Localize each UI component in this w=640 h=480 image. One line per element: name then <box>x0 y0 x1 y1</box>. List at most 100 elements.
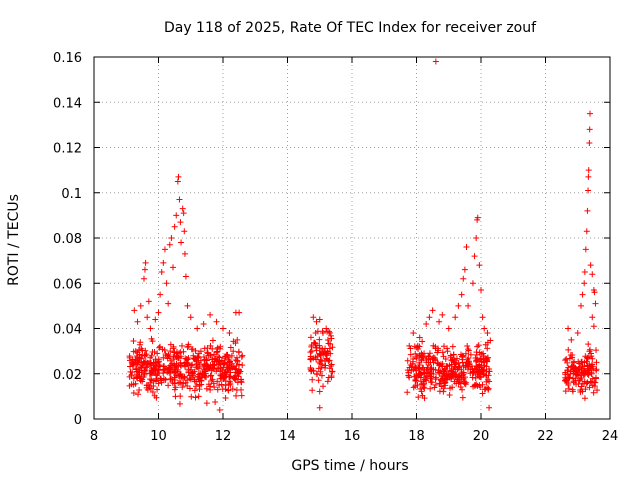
data-point <box>133 374 140 381</box>
data-point <box>472 381 479 388</box>
data-point <box>213 318 220 325</box>
data-point <box>159 346 166 353</box>
data-point <box>464 342 471 349</box>
data-point <box>218 381 225 388</box>
data-point <box>167 348 174 355</box>
data-point <box>209 345 216 352</box>
data-point <box>437 380 444 387</box>
data-points <box>126 58 601 413</box>
data-point <box>232 366 239 373</box>
data-point <box>191 387 198 394</box>
data-point <box>208 377 215 384</box>
data-point <box>479 314 486 321</box>
data-point <box>316 351 323 358</box>
data-point <box>421 385 428 392</box>
data-point <box>577 376 584 383</box>
data-point <box>128 359 135 366</box>
data-point <box>485 386 492 393</box>
data-point <box>585 187 592 194</box>
data-point <box>328 368 335 375</box>
chart-title: Day 118 of 2025, Rate Of TEC Index for r… <box>164 20 537 36</box>
data-point <box>214 378 221 385</box>
data-point <box>207 342 214 349</box>
data-point <box>562 388 569 395</box>
data-point <box>173 212 180 219</box>
data-point <box>574 330 581 337</box>
data-point <box>201 356 208 363</box>
data-point <box>149 388 156 395</box>
data-point <box>214 344 221 351</box>
data-point <box>316 404 323 411</box>
data-point <box>170 264 177 271</box>
data-point <box>582 353 589 360</box>
data-point <box>204 349 211 356</box>
data-point <box>157 363 164 370</box>
data-point <box>449 343 456 350</box>
data-point <box>427 359 434 366</box>
data-point <box>165 364 172 371</box>
data-point <box>440 385 447 392</box>
data-point <box>481 325 488 332</box>
data-point <box>144 314 151 321</box>
data-point <box>232 375 239 382</box>
data-point <box>203 385 210 392</box>
data-point <box>163 280 170 287</box>
data-point <box>562 377 569 384</box>
data-point <box>409 356 416 363</box>
data-point <box>474 343 481 350</box>
data-point <box>439 375 446 382</box>
data-point <box>473 349 480 356</box>
data-point <box>153 377 160 384</box>
data-point <box>130 338 137 345</box>
data-point <box>576 365 583 372</box>
data-point <box>446 367 453 374</box>
data-point <box>176 196 183 203</box>
data-point <box>195 353 202 360</box>
data-point <box>234 357 241 364</box>
data-point <box>178 373 185 380</box>
data-point <box>586 384 593 391</box>
data-point <box>218 372 225 379</box>
data-point <box>417 385 424 392</box>
data-point <box>455 376 462 383</box>
data-point <box>423 320 430 327</box>
data-point <box>483 368 490 375</box>
data-point <box>577 302 584 309</box>
data-point <box>187 376 194 383</box>
x-tick-label: 20 <box>473 429 490 444</box>
data-point <box>187 314 194 321</box>
data-point <box>473 357 480 364</box>
data-point <box>461 266 468 273</box>
data-point <box>429 307 436 314</box>
data-point <box>144 386 151 393</box>
data-point <box>421 376 428 383</box>
data-point <box>226 330 233 337</box>
data-point <box>328 361 335 368</box>
data-point <box>472 375 479 382</box>
data-point <box>328 335 335 342</box>
data-point <box>131 307 138 314</box>
data-point <box>591 289 598 296</box>
data-point <box>419 392 426 399</box>
data-point <box>136 387 143 394</box>
data-point <box>195 359 202 366</box>
data-point <box>192 394 199 401</box>
data-point <box>324 336 331 343</box>
data-point <box>138 345 145 352</box>
data-point <box>410 330 417 337</box>
data-point <box>587 262 594 269</box>
data-point <box>178 342 185 349</box>
data-point <box>179 384 186 391</box>
y-axis: 0 0.02 0.04 0.06 0.08 0.1 0.12 0.14 0.16 <box>53 51 610 428</box>
data-point <box>222 395 229 402</box>
data-point <box>308 343 315 350</box>
data-point <box>203 361 210 368</box>
data-point <box>192 347 199 354</box>
data-point <box>459 386 466 393</box>
grid <box>94 57 610 419</box>
data-point <box>591 383 598 390</box>
data-point <box>186 385 193 392</box>
data-point <box>567 370 574 377</box>
data-point <box>141 367 148 374</box>
data-point <box>228 352 235 359</box>
